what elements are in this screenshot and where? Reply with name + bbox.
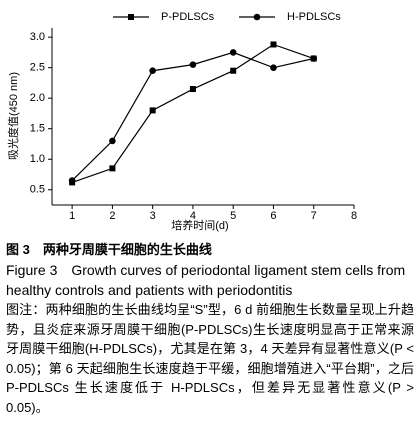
x-tick-label: 2 <box>109 210 115 222</box>
chart: 培养时间(d) 吸光度值(450 nm) 0.5 1.0 1.5 2.0 2.5 3.0 1… <box>6 11 357 232</box>
legend-label: H-PDLSCs <box>287 11 341 23</box>
x-axis-title: 培养时间(d) <box>171 218 228 232</box>
y-tick-label: 0.5 <box>30 184 45 196</box>
caption-title-cn: 图 3 两种牙周膜干细胞的生长曲线 <box>6 242 212 257</box>
y-tick-label: 1.0 <box>30 153 45 165</box>
marker <box>270 41 277 48</box>
x-tick-label: 8 <box>351 210 357 222</box>
legend-label: P-PDLSCs <box>161 11 215 23</box>
marker <box>310 55 318 62</box>
marker <box>149 67 156 75</box>
x-tick-label: 3 <box>150 210 156 222</box>
marker <box>229 49 237 56</box>
marker <box>109 165 116 172</box>
y-tick-label: 1.5 <box>30 123 45 135</box>
marker <box>128 14 134 20</box>
y-tick-label: 3.0 <box>30 31 45 43</box>
x-tick-label: 7 <box>311 210 317 222</box>
y-tick-label: 2.0 <box>30 92 45 104</box>
marker <box>68 177 76 184</box>
marker <box>230 67 237 74</box>
x-tick-label: 6 <box>270 210 276 222</box>
x-tick-label: 4 <box>190 210 196 222</box>
y-tick-label: 2.5 <box>30 62 45 74</box>
series-line <box>71 51 314 182</box>
marker <box>253 13 261 21</box>
marker <box>189 61 197 68</box>
marker <box>270 64 277 71</box>
y-axis-title: 吸光度值(450 nm) <box>6 72 20 160</box>
x-tick-label: 5 <box>230 210 236 222</box>
marker <box>109 137 116 145</box>
x-tick-label: 1 <box>69 210 75 222</box>
marker <box>189 86 196 93</box>
marker <box>149 107 156 114</box>
caption-title-en: Figure 3 Growth curves of periodontal li… <box>6 262 406 298</box>
caption-note: 图注：两种细胞的生长曲线均呈“S”型，6 d 前细胞生长数量呈现上升趋势，且炎症… <box>6 302 414 415</box>
